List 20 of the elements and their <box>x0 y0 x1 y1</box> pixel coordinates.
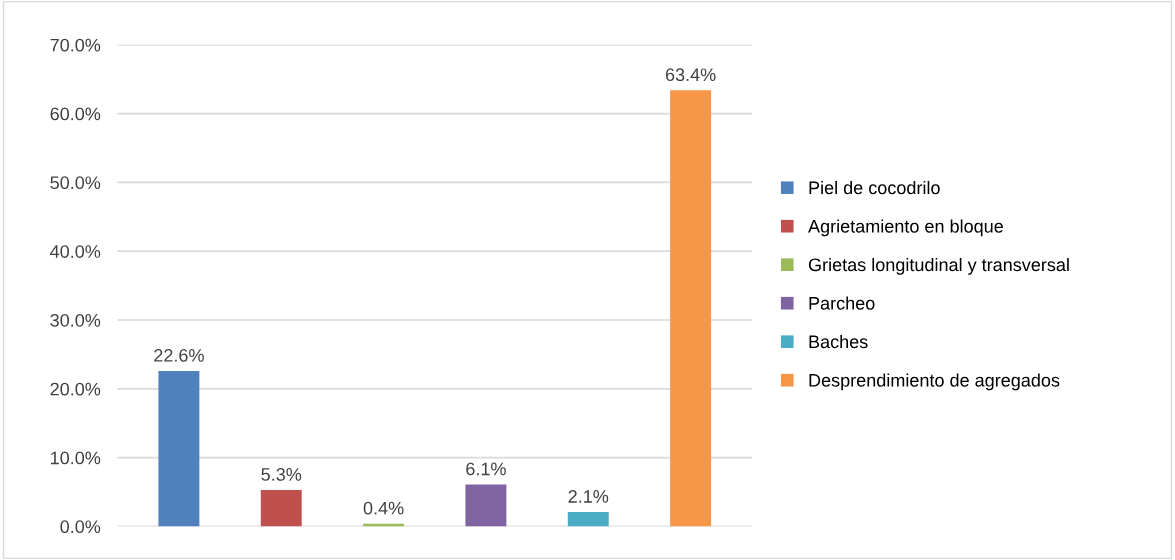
data-label: 5.3% <box>261 468 302 481</box>
y-tick-label: 40.0% <box>50 245 101 258</box>
data-label: 2.1% <box>568 490 609 503</box>
y-tick-label: 60.0% <box>50 107 101 121</box>
data-label: 22.6% <box>154 349 204 362</box>
legend-label: Desprendimiento de agregados <box>809 373 1060 391</box>
data-label: 0.4% <box>363 501 404 515</box>
legend-label: Parcheo <box>809 296 875 310</box>
y-tick-label: 0.0% <box>60 520 101 534</box>
legend-label: Baches <box>809 334 868 349</box>
y-tick-label: 70.0% <box>50 38 101 52</box>
y-tick-label: 10.0% <box>51 451 101 465</box>
y-tick-label: 20.0% <box>50 382 101 396</box>
legend-label: Agrietamiento en bloque <box>808 219 1003 237</box>
data-label: 6.1% <box>466 462 506 476</box>
legend-label: Piel de cocodrilo <box>809 180 940 195</box>
data-label: 63.4% <box>665 68 716 82</box>
legend-label: Grietas longitudinal y transversal <box>808 257 1069 275</box>
y-tick-label: 30.0% <box>50 313 101 327</box>
y-tick-label: 50.0% <box>50 176 101 190</box>
